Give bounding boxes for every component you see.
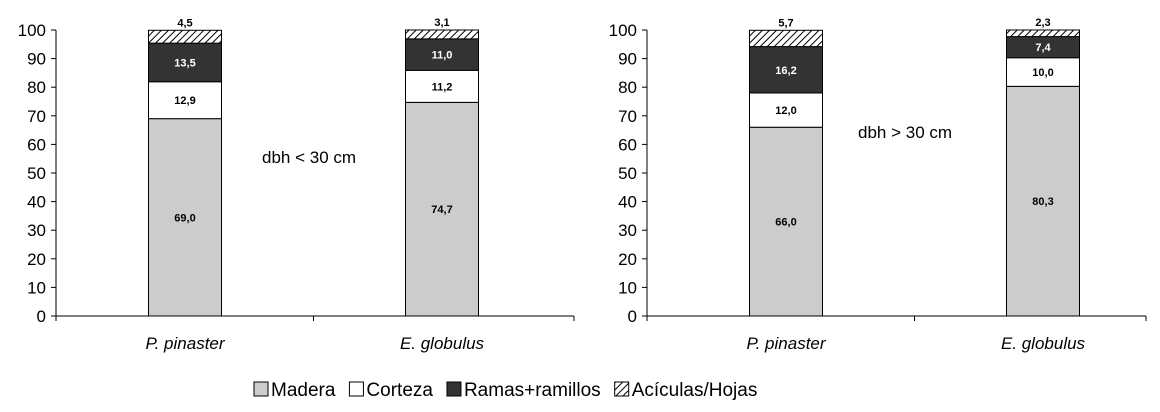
- bar-segment-ac-culas-hojas: [1006, 29, 1080, 38]
- legend-swatch: [348, 381, 364, 397]
- y-tick-label: 0: [37, 307, 46, 326]
- bar-segment-ramas-ramillos: [148, 42, 222, 83]
- y-tick-label: 80: [27, 78, 46, 97]
- legend-label: Acículas/Hojas: [632, 380, 758, 401]
- bar-segment-ac-culas-hojas: [148, 29, 222, 44]
- data-label: 2,3: [1035, 17, 1050, 29]
- dbh-annotation: dbh > 30 cm: [858, 123, 952, 142]
- bar-segment-corteza: [749, 92, 823, 128]
- data-label: 12,0: [775, 105, 796, 117]
- x-category-label: P. pinaster: [145, 334, 225, 353]
- legend-item: Madera: [253, 380, 336, 401]
- bar-segment-corteza: [148, 81, 222, 120]
- legend: Madera Corteza Ramas+ramillos Acículas/Hoja…: [253, 380, 758, 401]
- y-tick-label: 90: [618, 50, 637, 69]
- bar-segment-madera: [148, 118, 222, 317]
- data-label: 11,0: [432, 50, 453, 62]
- y-tick-label: 0: [628, 307, 637, 326]
- y-tick-label: 20: [27, 250, 46, 269]
- x-category-label: E. globulus: [1001, 334, 1086, 353]
- data-label: 80,3: [1032, 196, 1053, 208]
- legend-item: Corteza: [348, 380, 433, 401]
- data-label: 74,7: [431, 204, 452, 216]
- legend-item: Acículas/Hojas: [614, 380, 758, 401]
- bar-segment-ramas-ramillos: [405, 38, 479, 71]
- y-tick-label: 10: [27, 278, 46, 297]
- data-label: 13,5: [174, 57, 195, 69]
- data-label: 4,5: [177, 17, 192, 29]
- y-tick-label: 60: [618, 135, 637, 154]
- y-tick-label: 30: [618, 221, 637, 240]
- chart-panel-2: 0 10 20 30 40 50 60 70 80 90 100 P. pinaster E. glob…: [609, 17, 1147, 353]
- y-tick-label: 100: [609, 21, 637, 40]
- y-tick-label: 40: [27, 193, 46, 212]
- data-label: 66,0: [775, 217, 796, 229]
- data-label: 3,1: [434, 17, 449, 29]
- data-label: 5,7: [778, 17, 793, 29]
- data-label: 69,0: [174, 212, 195, 224]
- y-tick-label: 10: [618, 278, 637, 297]
- y-tick-label: 70: [27, 107, 46, 126]
- dbh-annotation: dbh < 30 cm: [262, 148, 356, 167]
- legend-label: Madera: [271, 380, 336, 401]
- y-tick-label: 80: [618, 78, 637, 97]
- legend-label: Ramas+ramillos: [464, 380, 601, 401]
- bar-segment-ac-culas-hojas: [749, 29, 823, 48]
- y-tick-label: 50: [27, 164, 46, 183]
- bar-segment-corteza: [405, 69, 479, 103]
- y-tick-label: 40: [618, 193, 637, 212]
- chart-panel-1: 0 10 20 30 40 50 60 70 80 90 100 P. pinaster E. glob…: [18, 17, 575, 353]
- legend-swatch: [446, 381, 462, 397]
- y-tick-label: 90: [27, 50, 46, 69]
- legend-swatch: [614, 381, 630, 397]
- bar-segment-ramas-ramillos: [749, 46, 823, 94]
- data-label: 7,4: [1035, 42, 1051, 54]
- data-label: 12,9: [174, 95, 195, 107]
- x-category-label: E. globulus: [400, 334, 485, 353]
- legend-swatch: [253, 381, 269, 397]
- data-label: 16,2: [775, 65, 796, 77]
- bar-segment-madera: [1006, 85, 1080, 317]
- y-tick-label: 60: [27, 135, 46, 154]
- bar-segment-madera: [749, 126, 823, 317]
- y-tick-label: 100: [18, 21, 46, 40]
- bar-segment-ac-culas-hojas: [405, 29, 479, 40]
- y-tick-label: 30: [27, 221, 46, 240]
- legend-item: Ramas+ramillos: [446, 380, 601, 401]
- data-label: 10,0: [1032, 67, 1053, 79]
- y-tick-label: 20: [618, 250, 637, 269]
- x-category-label: P. pinaster: [746, 334, 826, 353]
- y-tick-label: 50: [618, 164, 637, 183]
- legend-label: Corteza: [366, 380, 433, 401]
- y-tick-label: 70: [618, 107, 637, 126]
- bar-segment-madera: [405, 101, 479, 317]
- data-label: 11,2: [432, 81, 453, 93]
